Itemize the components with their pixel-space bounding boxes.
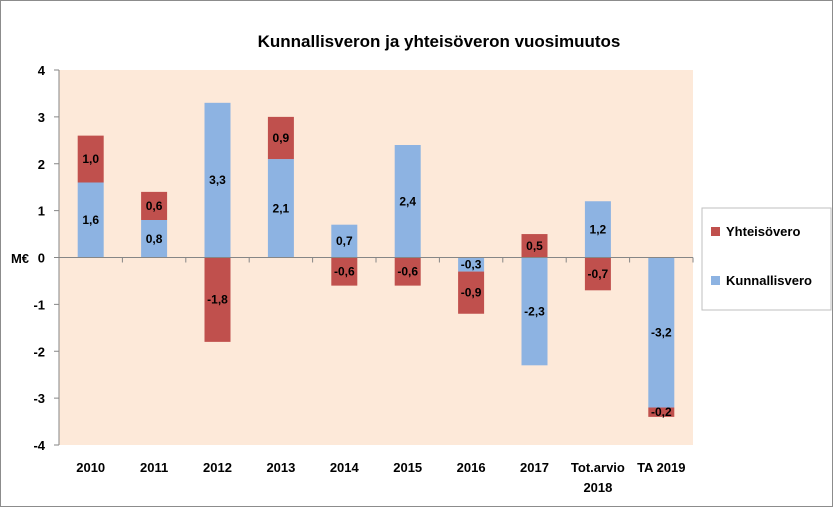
data-label: 1,0	[82, 152, 99, 166]
y-tick-label: 0	[38, 251, 45, 266]
legend-box	[701, 207, 832, 311]
data-label: -0,6	[397, 265, 418, 279]
bar-yhteisovero	[204, 257, 231, 342]
data-label: 3,3	[209, 173, 226, 187]
bar-yhteisovero	[521, 234, 548, 258]
x-tick-label: 2010	[76, 460, 105, 475]
y-tick-label: 2	[38, 157, 45, 172]
y-tick-label: -3	[33, 391, 45, 406]
x-tick-label: 2011	[140, 460, 168, 475]
legend-swatch	[711, 276, 720, 285]
bar-kunnallisvero	[584, 201, 611, 258]
y-axis-label: M€	[11, 251, 29, 266]
data-labels: 1,6 0,8 3,3 2,1 0,7 -0,3 -2,3 1,2 -3,2 1,0 0,6 -1,8…	[82, 131, 672, 419]
y-tick-label: 4	[38, 63, 46, 78]
data-label: 1,6	[82, 213, 99, 227]
data-label: -0,2	[651, 405, 672, 419]
axes	[54, 69, 694, 446]
bar-kunnallisvero	[141, 220, 168, 258]
data-label: -0,3	[461, 258, 482, 272]
data-label: 0,6	[146, 199, 163, 213]
data-label: 2,4	[399, 194, 416, 208]
legend-entry: Yhteisövero	[726, 224, 800, 239]
y-tick-label: 3	[38, 110, 45, 125]
legend-swatch	[711, 227, 720, 236]
y-tick-label: -1	[33, 297, 45, 312]
y-tick-label: -4	[33, 438, 45, 453]
data-label: 0,7	[336, 234, 353, 248]
data-label: -1,8	[207, 293, 228, 307]
data-label: -0,9	[461, 286, 482, 300]
x-axis-ticks: 2010 2011 2012 2013 2014 2015 2016 2017 Tot.arvi…	[76, 460, 685, 495]
x-tick-label: 2012	[203, 460, 232, 475]
bar-yhteisovero	[584, 257, 611, 291]
bar-yhteisovero	[77, 135, 104, 183]
bar-yhteisovero	[141, 191, 168, 220]
x-tick-label: 2017	[520, 460, 549, 475]
data-label: -0,6	[334, 265, 355, 279]
bar-yhteisovero	[458, 271, 485, 314]
bar-kunnallisvero	[458, 257, 485, 272]
data-label: -3,2	[651, 326, 672, 340]
data-label: -2,3	[524, 304, 545, 318]
legend: Yhteisövero Kunnallisvero	[701, 207, 832, 311]
bar-kunnallisvero	[204, 102, 231, 258]
data-label: 0,8	[146, 232, 163, 246]
x-tick-label: 2013	[266, 460, 295, 475]
x-tick-label: 2016	[457, 460, 486, 475]
data-label: 2,1	[273, 201, 290, 215]
x-tick-label: 2014	[330, 460, 360, 475]
bar-yhteisovero	[394, 257, 421, 286]
data-label: 1,2	[590, 222, 607, 236]
bar-kunnallisvero	[521, 257, 548, 366]
x-tick-label: Tot.arvio	[571, 460, 625, 475]
bar-yhteisovero	[331, 257, 358, 286]
x-tick-label: TA 2019	[637, 460, 685, 475]
bar-kunnallisvero	[648, 257, 675, 408]
data-label: -0,7	[588, 267, 609, 281]
bar-kunnallisvero	[394, 145, 421, 258]
bar-kunnallisvero	[77, 182, 104, 258]
y-axis-ticks: 4 3 2 1 0 -1 -2 -3 -4	[33, 63, 45, 453]
bar-yhteisovero	[648, 407, 675, 417]
bar-yhteisovero	[267, 116, 294, 160]
y-tick-label: 1	[38, 204, 45, 219]
bar-kunnallisvero	[331, 224, 358, 258]
data-label: 0,9	[273, 131, 290, 145]
x-tick-label: 2015	[393, 460, 422, 475]
chart-title: Kunnallisveron ja yhteisöveron vuosimuut…	[258, 32, 621, 51]
x-tick-label: 2018	[583, 480, 612, 495]
bar-kunnallisvero	[267, 159, 294, 258]
legend-entry: Kunnallisvero	[726, 273, 812, 288]
data-label: 0,5	[526, 239, 543, 253]
bars	[77, 102, 675, 417]
y-tick-label: -2	[33, 344, 45, 359]
